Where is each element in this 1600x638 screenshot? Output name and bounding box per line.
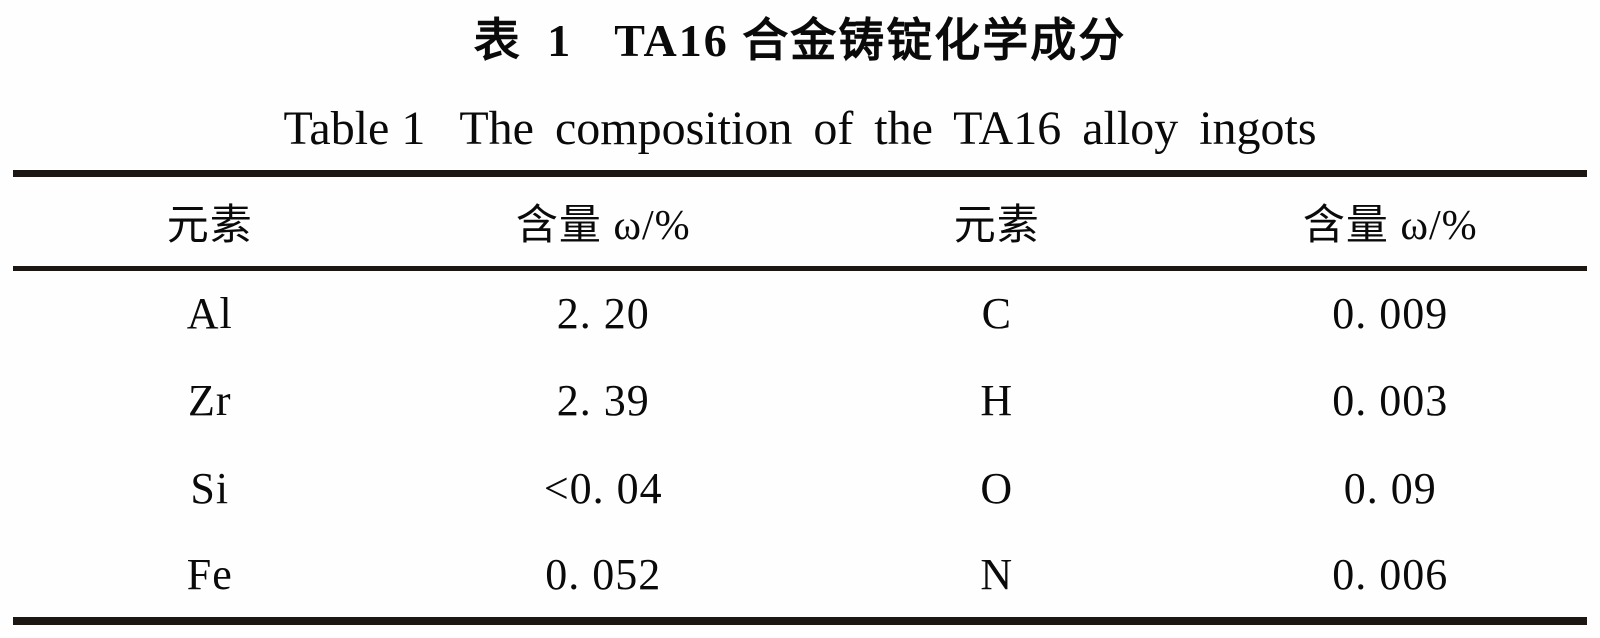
table-row: Al 2. 20 C 0. 009 [13, 269, 1587, 357]
composition-table: 元素 含量 ω/% 元素 含量 ω/% Al 2. 20 C 0. 009 Zr… [13, 170, 1587, 625]
element-symbol-cell: N [980, 550, 1014, 599]
table-row: Fe 0. 052 N 0. 006 [13, 533, 1587, 621]
content-value-cell: 2. 20 [556, 289, 650, 339]
element-symbol-cell: Zr [187, 376, 232, 425]
content-value-cell: 0. 009 [1332, 289, 1449, 339]
table-container: 元素 含量 ω/% 元素 含量 ω/% Al 2. 20 C 0. 009 Zr… [13, 170, 1587, 625]
column-header-content-right: 含量 ω/% [1193, 173, 1587, 271]
element-symbol-cell: O [980, 464, 1014, 513]
table-title-english: The composition of the TA16 alloy ingots [459, 101, 1317, 155]
table-row: Si <0. 04 O 0. 09 [13, 445, 1587, 533]
table-row: Zr 2. 39 H 0. 003 [13, 357, 1587, 445]
content-value-cell: 2. 39 [556, 376, 650, 425]
paper-table-figure: 表 1 TA16 合金铸锭化学成分 Table 1 The compositio… [0, 6, 1600, 638]
element-symbol-cell: C [981, 289, 1012, 339]
table-caption-english: Table 1 The composition of the TA16 allo… [0, 96, 1600, 160]
element-symbol-cell: Si [190, 464, 230, 513]
column-header-element-left: 元素 [13, 173, 407, 271]
table-header-row: 元素 含量 ω/% 元素 含量 ω/% [13, 173, 1587, 271]
element-symbol-cell: H [980, 376, 1014, 425]
table-caption-chinese: 表 1 TA16 合金铸锭化学成分 [0, 6, 1600, 68]
column-header-element-right: 元素 [800, 173, 1194, 271]
table-number-chinese: 表 1 [473, 15, 579, 66]
element-symbol-cell: Al [186, 289, 233, 339]
content-value-cell: 0. 052 [545, 550, 662, 599]
table-number-english: Table 1 [283, 101, 426, 155]
table-title-chinese: TA16 合金铸锭化学成分 [614, 15, 1127, 66]
content-value-cell: <0. 04 [543, 464, 663, 513]
column-header-content-left: 含量 ω/% [406, 173, 800, 271]
content-value-cell: 0. 09 [1343, 464, 1437, 513]
element-symbol-cell: Fe [186, 550, 233, 599]
content-value-cell: 0. 003 [1332, 376, 1449, 425]
content-value-cell: 0. 006 [1332, 550, 1449, 599]
